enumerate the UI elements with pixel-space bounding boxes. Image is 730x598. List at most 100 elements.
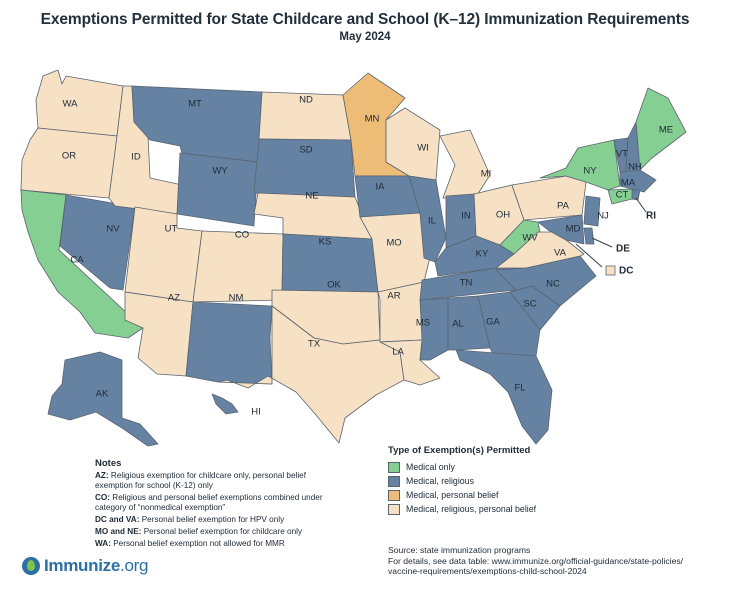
state-label-sc: SC (523, 299, 536, 310)
leader-line-dc (575, 243, 603, 268)
state-label-wa: WA (63, 99, 79, 110)
state-hi (211, 393, 239, 415)
immunize-logo-icon (22, 557, 40, 575)
legend-swatch (388, 489, 400, 501)
legend-swatch (388, 475, 400, 487)
state-label-in: IN (461, 211, 471, 222)
state-label-nc: NC (546, 279, 560, 290)
state-label-mo: MO (386, 238, 401, 249)
state-label-ne: NE (305, 191, 318, 202)
state-dc (605, 265, 616, 276)
state-label-mn: MN (365, 114, 380, 125)
state-label-az: AZ (168, 293, 180, 304)
legend-title: Type of Exemption(s) Permitted (388, 445, 531, 456)
state-ms (419, 297, 449, 361)
state-label-de: DE (616, 244, 630, 255)
state-ut (124, 206, 203, 303)
note-mo-ne: MO and NE: Personal belief exemption for… (95, 527, 303, 536)
state-label-ks: KS (319, 237, 332, 248)
state-label-or: OR (62, 151, 76, 162)
state-or (20, 127, 118, 199)
state-ca (20, 189, 144, 339)
state-label-id: ID (131, 152, 141, 163)
legend: Type of Exemption(s) Permitted Medical o… (388, 445, 608, 516)
state-az (124, 291, 194, 377)
state-wy (176, 152, 259, 227)
state-label-sd: SD (299, 145, 312, 156)
state-label-ma: MA (621, 178, 636, 189)
legend-item-medical-only: Medical only (388, 460, 608, 474)
state-label-tx: TX (308, 339, 321, 350)
state-label-ms: MS (416, 318, 430, 329)
logo-text: Immunize.org (44, 556, 149, 575)
state-label-co: CO (235, 230, 249, 241)
state-nj (583, 195, 601, 227)
legend-swatch (388, 503, 400, 515)
state-ct (607, 188, 633, 205)
notes-panel: Notes AZ: Religious exemption for childc… (95, 459, 335, 551)
legend-item-medical-personal: Medical, personal belief (388, 488, 608, 502)
state-label-al: AL (452, 319, 464, 330)
state-label-ar: AR (387, 291, 400, 302)
map-subtitle: May 2024 (339, 31, 391, 43)
state-label-ia: IA (376, 182, 386, 193)
state-tx (217, 305, 405, 444)
note-dc-va: DC and VA: Personal belief exemption for… (95, 515, 285, 524)
leader-line-ri (635, 197, 647, 213)
state-label-ct: CT (616, 190, 629, 201)
state-label-ny: NY (583, 166, 597, 177)
state-label-wv: WV (522, 233, 538, 244)
state-label-nm: NM (229, 293, 244, 304)
state-label-nd: ND (299, 95, 313, 106)
note-co: CO: Religious and personal belief exempt… (95, 493, 323, 512)
state-nm (185, 301, 273, 385)
source-url-line[interactable]: vaccine-requirements/exemptions-child-sc… (388, 566, 587, 576)
state-label-ga: GA (486, 317, 500, 328)
state-label-ri: RI (646, 211, 656, 222)
state-label-wi: WI (417, 143, 429, 154)
state-label-mt: MT (188, 99, 202, 110)
state-label-hi: HI (251, 407, 261, 418)
state-mt (131, 85, 263, 163)
state-label-la: LA (392, 347, 404, 358)
note-wa: WA: Personal belief exemption not allowe… (95, 539, 285, 548)
state-label-vt: VT (616, 149, 628, 160)
state-pa (511, 175, 587, 221)
state-de (583, 227, 595, 245)
state-label-nv: NV (106, 224, 120, 235)
map-title: Exemptions Permitted for State Childcare… (40, 11, 690, 28)
legend-item-medical-religious-personal: Medical, religious, personal belief (388, 502, 608, 516)
state-al (447, 295, 491, 351)
immunize-logo[interactable]: Immunize.org (22, 555, 148, 577)
state-label-nj: NJ (597, 211, 609, 222)
state-label-fl: FL (514, 383, 525, 394)
state-fl (455, 349, 553, 445)
state-label-ak: AK (96, 389, 109, 400)
state-ak (47, 351, 159, 447)
state-label-pa: PA (557, 201, 570, 212)
state-label-nh: NH (628, 162, 642, 173)
state-md (537, 214, 585, 245)
legend-swatch (388, 461, 400, 473)
legend-item-medical-religious: Medical, religious (388, 474, 608, 488)
source-note: Source: state immunization programs For … (388, 545, 723, 577)
state-ma (619, 169, 657, 193)
state-label-dc: DC (619, 266, 633, 277)
state-label-mi: MI (481, 169, 492, 180)
state-label-ok: OK (327, 280, 341, 291)
note-az: AZ: Religious exemption for childcare on… (95, 471, 307, 490)
state-label-va: VA (554, 248, 567, 259)
state-label-il: IL (428, 216, 436, 227)
notes-title: Notes (95, 458, 122, 469)
leader-line-de (591, 237, 613, 248)
state-label-oh: OH (496, 210, 510, 221)
state-ar (377, 281, 425, 343)
state-co (192, 230, 284, 303)
state-label-wy: WY (212, 166, 228, 177)
state-label-ca: CA (70, 255, 84, 266)
state-label-ut: UT (165, 224, 178, 235)
state-mi (439, 129, 491, 201)
state-label-tn: TN (460, 278, 473, 289)
source-details-line[interactable]: For details, see data table: www.immuniz… (388, 555, 684, 566)
